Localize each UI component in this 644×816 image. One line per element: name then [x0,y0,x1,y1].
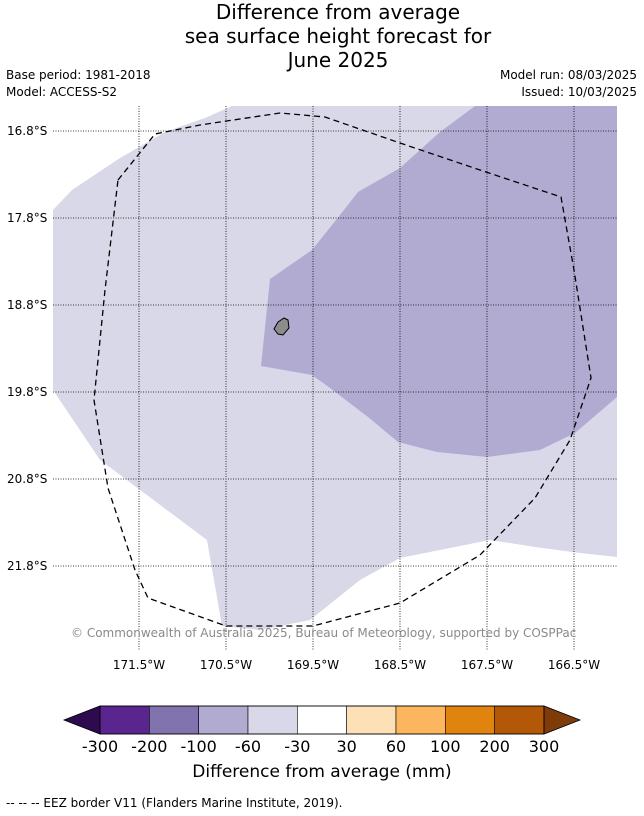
lon-label-5: 167.5°W [460,658,514,672]
lat-label-6: 21.8°S [7,559,48,573]
lon-label-6: 166.5°W [547,658,601,672]
colorbar-tick-label: 100 [430,737,461,756]
copyright-notice: © Commonwealth of Australia 2025, Bureau… [71,626,577,640]
colorbar-tick-label: -300 [81,737,119,756]
title-line-2: sea surface height forecast for [184,24,492,48]
colorbar-segment [149,705,199,735]
lon-label-3: 169.5°W [286,658,340,672]
colorbar-segment [198,705,249,735]
colorbar-segment [297,705,347,735]
lat-label-3: 18.8°S [7,298,48,312]
lat-label-1: 16.8°S [7,124,48,138]
title-line-1: Difference from average [215,0,461,24]
meta-right: Model run: 08/03/2025 Issued: 10/03/2025 [500,67,637,101]
colorbar-frame [99,705,545,735]
colorbar-extend-low [62,705,101,735]
model-run: Model run: 08/03/2025 [499,68,637,82]
colorbar-tick-label: 300 [528,737,560,756]
eez-border [93,112,592,627]
colorbar-extend-high [543,705,582,735]
colorbar-tick-label: -30 [284,737,311,756]
lat-label-4: 19.8°S [7,385,48,399]
island-land [273,317,290,336]
colorbar-tick-label: -60 [234,737,262,756]
model-name: Model: ACCESS-S2 [6,85,118,99]
colorbar [62,705,582,735]
colorbar-segment [346,705,397,735]
colorbar-tick-label: -100 [180,737,217,756]
eez-legend-note: -- -- -- EEZ border V11 (Flanders Marine… [6,796,343,810]
lon-label-2: 170.5°W [199,658,253,672]
title-line-3: June 2025 [287,48,389,72]
lon-label-1: 171.5°W [112,658,166,672]
anomaly-region-medium [261,106,617,457]
colorbar-segment [445,705,495,735]
colorbar-segment [494,705,545,735]
meta-left: Base period: 1981-2018 Model: ACCESS-S2 [6,67,151,101]
colorbar-tick-label: 30 [336,737,357,756]
colorbar-tick-label: 200 [479,737,510,756]
map-gridlines [53,106,617,651]
colorbar-segment [247,705,298,735]
colorbar-tick-label: -200 [131,737,168,756]
colorbar-title: Difference from average (mm) [192,762,452,782]
issued-date: Issued: 10/03/2025 [521,85,637,99]
lon-label-4: 168.5°W [373,658,427,672]
colorbar-segment [99,705,150,735]
base-period: Base period: 1981-2018 [6,68,151,82]
colorbar-segment [395,705,446,735]
colorbar-tick-label: 60 [385,737,407,756]
chart-title: Difference from average sea surface heig… [0,0,644,72]
lat-label-5: 20.8°S [7,472,48,486]
lat-label-2: 17.8°S [7,211,48,225]
